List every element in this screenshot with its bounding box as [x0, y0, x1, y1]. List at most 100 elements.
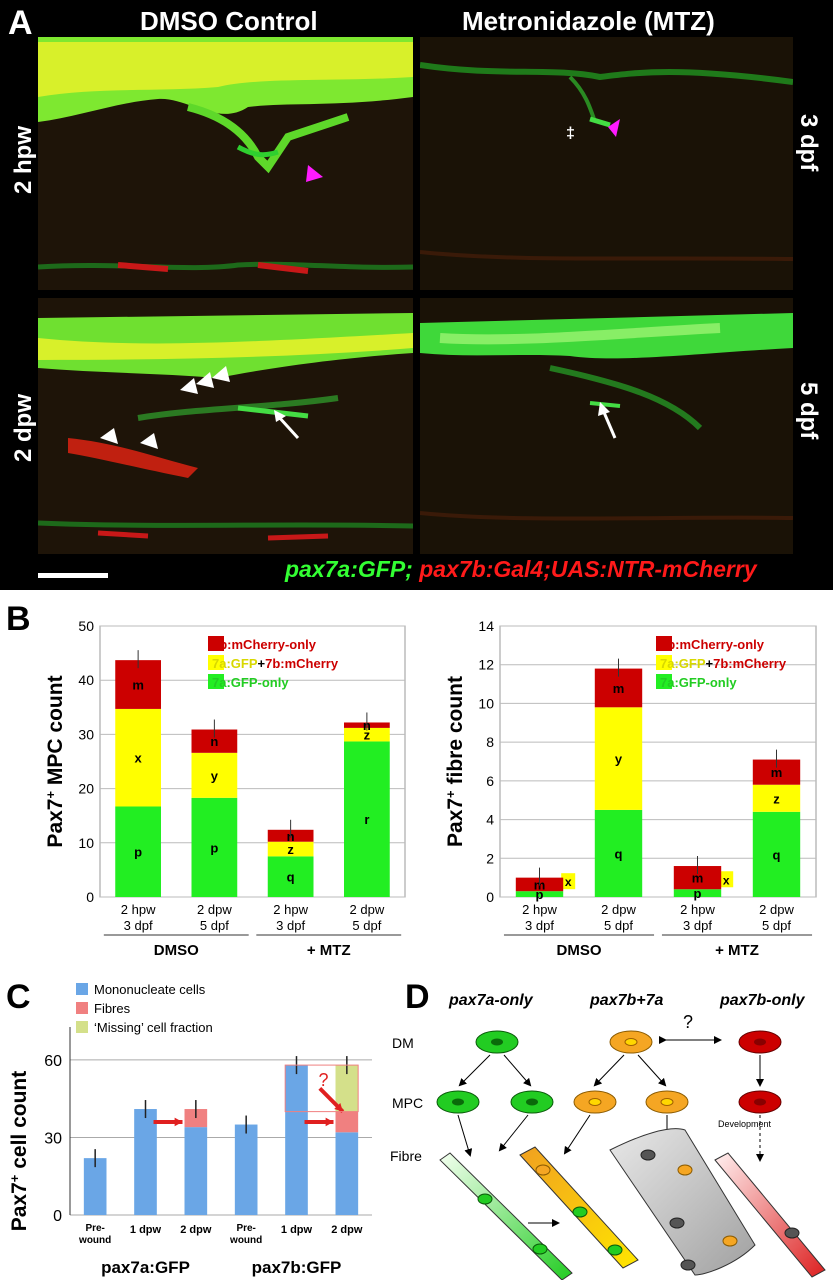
row-label-5dpf: 5 dpf	[795, 382, 822, 440]
mpc-cell-green	[436, 1090, 480, 1114]
micrograph-mtz-5dpf-svg	[420, 298, 793, 554]
x-tick-label: 3 dpf	[276, 918, 305, 933]
y-tick-label: 0	[486, 889, 494, 905]
mpc-cell-green	[510, 1090, 554, 1114]
bar-segment	[673, 866, 722, 890]
bar-segment	[594, 809, 643, 897]
white-arrowhead-icon	[100, 428, 118, 444]
missing-fraction-outline	[284, 1064, 359, 1113]
bar-segment	[344, 727, 390, 742]
cell-count-chart: 0 30 60 Pax7+ cell count Pre-wound 1 dpw 2 dpw…	[7, 982, 372, 1277]
y-tick-label: 12	[478, 657, 494, 673]
bar-segment	[191, 752, 238, 798]
bar-segment	[285, 1065, 308, 1215]
x-tick-label: 2 dpw	[759, 902, 794, 917]
y-tick-label: 14	[478, 618, 494, 634]
micrograph-mtz-3dpf: ‡	[420, 37, 793, 290]
bar-segment	[115, 708, 161, 807]
significance-letter: p	[210, 840, 218, 855]
micrograph-dmso-2hpw	[38, 37, 413, 290]
group-label: + MTZ	[307, 942, 351, 959]
legend-swatch	[656, 636, 672, 651]
row-label-2hpw: 2 hpw	[10, 125, 37, 194]
significance-letter: m	[613, 681, 625, 696]
legend-pax7b-mcherry: pax7b:Gal4;UAS:NTR-mCherry	[412, 556, 757, 582]
legend-swatch	[208, 655, 224, 670]
y-tick-label: 10	[478, 695, 494, 711]
legend-label: 7b:mCherry-only	[212, 637, 317, 652]
bar-segment-zero	[719, 871, 734, 888]
y-tick-label: 30	[44, 1130, 62, 1147]
micrograph-mtz-3dpf-svg	[420, 37, 793, 290]
bar-segment	[335, 1111, 359, 1133]
bar-segment	[515, 891, 564, 897]
legend-swatch	[76, 1002, 88, 1014]
mpc-cell-orange	[573, 1090, 617, 1114]
bar-segment	[184, 1127, 208, 1215]
significance-letter: q	[615, 846, 623, 861]
significance-letter: q	[773, 847, 781, 862]
x-tick-label: 2 dpw	[601, 902, 636, 917]
significance-letter: z	[287, 842, 294, 857]
group-label: + MTZ	[715, 942, 759, 959]
significance-letter: m	[692, 871, 704, 886]
legend-swatch	[208, 636, 224, 651]
bar-segment	[83, 1158, 107, 1215]
significance-letter: x	[135, 751, 143, 766]
bar-segment	[673, 889, 722, 897]
legend-label: 7a:GFP+7b:mCherry	[212, 656, 339, 671]
legend-pax7a-gfp: pax7a:GFP;	[285, 556, 413, 582]
bar-segment	[184, 1109, 208, 1128]
dm-cell-red	[738, 1030, 782, 1054]
bar-segment	[234, 1124, 258, 1215]
micrograph-dmso-2hpw-svg	[38, 37, 413, 290]
significance-letter: r	[364, 812, 369, 827]
column-title-dmso: DMSO Control	[140, 6, 318, 36]
white-arrow-icon	[276, 414, 300, 440]
x-tick-label: 2 hpw	[680, 902, 715, 917]
red-arrowhead-icon	[325, 1117, 334, 1127]
panel-a-letter: A	[8, 4, 33, 42]
significance-letter: m	[132, 678, 144, 693]
x-tick-label: 2 hpw	[522, 902, 557, 917]
y-tick-label: 4	[486, 812, 494, 828]
significance-letter: p	[536, 887, 544, 902]
bar-segment	[191, 729, 238, 753]
legend-label: 7b:mCherry-only	[660, 637, 765, 652]
x-tick-label: 3 dpf	[683, 918, 712, 933]
significance-letter: y	[211, 768, 219, 783]
bar-segment	[335, 1132, 359, 1215]
fibre-red	[714, 1152, 826, 1278]
x-tick-label: 5 dpf	[762, 918, 791, 933]
x-tick-label: 3 dpf	[124, 918, 153, 933]
legend-swatch	[208, 674, 224, 689]
bar-segment	[335, 1065, 359, 1112]
y-tick-label: 2	[486, 850, 494, 866]
x-tick-label: 2 dpw	[180, 1224, 212, 1236]
micrograph-dmso-2dpw	[38, 298, 413, 554]
y-tick-label: 60	[44, 1053, 62, 1070]
significance-letter: z	[364, 728, 371, 743]
question-mark: ?	[683, 1012, 693, 1032]
bar-segment	[267, 856, 314, 897]
white-arrowhead-icon	[140, 433, 158, 449]
bar-segment	[594, 707, 643, 810]
x-tick-label: 5 dpf	[352, 918, 381, 933]
y-tick-label: 0	[86, 889, 94, 905]
x-tick-label: 2 dpw	[331, 1224, 363, 1236]
significance-letter: m	[771, 765, 783, 780]
lineage-diagram: pax7a-only pax7b+7a pax7b-only DM MPC Fi…	[390, 992, 826, 1280]
mpc-cell-red	[738, 1090, 782, 1114]
scale-bar	[38, 573, 108, 578]
magenta-arrowhead-icon	[306, 165, 323, 182]
white-arrowhead-icon	[180, 378, 198, 394]
white-arrowhead-icon	[212, 366, 230, 382]
panel-a-microscopy: A DMSO Control Metronidazole (MTZ) 2 hpw…	[0, 0, 833, 590]
question-mark: ?	[319, 1070, 329, 1090]
y-axis-label: Pax7+ MPC count	[43, 675, 67, 847]
bar-segment	[752, 784, 801, 812]
bar-segment	[752, 811, 801, 897]
legend-label: Mononucleate cells	[94, 982, 206, 997]
